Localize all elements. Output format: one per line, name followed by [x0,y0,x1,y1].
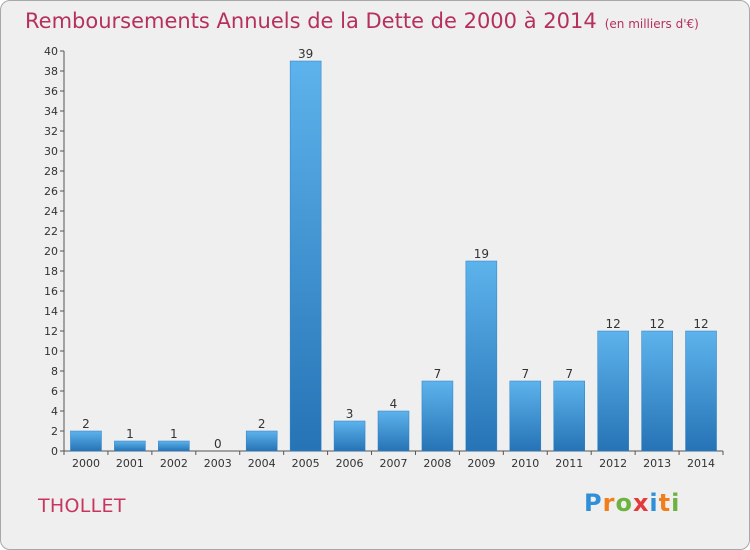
x-tick-label: 2005 [292,457,320,470]
bar-2004 [245,430,278,452]
logo-letter: x [632,489,650,517]
logo-letter: i [671,489,681,517]
y-tick-label: 12 [44,325,58,338]
y-tick-label: 20 [44,245,58,258]
logo-letter: r [602,489,616,517]
bar-2010 [509,380,542,452]
data-label-2005: 39 [298,47,313,61]
bar-2009 [465,260,498,452]
bar-2005 [289,60,322,452]
data-label-2003: 0 [214,437,222,451]
data-label-2014: 12 [693,317,708,331]
bar-2011 [553,380,585,452]
logo-letter: i [649,489,659,517]
y-tick-label: 14 [44,305,58,318]
y-tick-label: 36 [44,85,58,98]
data-label-2009: 19 [474,247,489,261]
x-tick-label: 2008 [423,457,451,470]
y-tick-label: 18 [44,265,58,278]
bar-2008 [421,380,454,452]
y-tick-label: 34 [44,105,58,118]
bar-2007 [377,410,410,452]
proxiti-logo: Proxiti [584,489,680,517]
y-tick-label: 26 [44,185,58,198]
y-tick-label: 4 [51,405,58,418]
bar-2001 [114,440,146,452]
y-tick-label: 32 [44,125,58,138]
bar-2012 [597,330,629,452]
x-tick-label: 2010 [511,457,539,470]
y-tick-label: 22 [44,225,58,238]
x-tick-label: 2009 [467,457,495,470]
y-tick-label: 16 [44,285,58,298]
data-label-2004: 2 [258,417,266,431]
logo-letter: P [584,489,603,517]
x-tick-label: 2004 [248,457,276,470]
x-tick-label: 2007 [380,457,408,470]
x-tick-label: 2000 [72,457,100,470]
y-tick-label: 2 [51,425,58,438]
logo-letter: t [658,489,672,517]
logo-letter: o [615,489,633,517]
chart-title-main: Remboursements Annuels de la Dette de 20… [25,9,597,33]
data-label-2006: 3 [346,407,354,421]
data-label-2007: 4 [390,397,398,411]
x-tick-label: 2003 [204,457,232,470]
data-label-2001: 1 [126,427,134,441]
x-tick-label: 2001 [116,457,144,470]
y-tick-label: 0 [51,445,58,458]
y-tick-label: 38 [44,65,58,78]
chart-unit: (en milliers d'€) [604,17,699,31]
y-tick-label: 8 [51,365,58,378]
data-label-2002: 1 [170,427,178,441]
commune-name: THOLLET [38,495,126,517]
y-tick-label: 30 [44,145,58,158]
x-tick-label: 2006 [336,457,364,470]
data-label-2013: 12 [649,317,664,331]
data-label-2010: 7 [521,367,529,381]
x-tick-label: 2014 [687,457,715,470]
bar-2014 [685,330,717,452]
y-tick-label: 28 [44,165,58,178]
bar-2013 [641,330,673,452]
data-label-2008: 7 [434,367,442,381]
data-labels: 2 1 1 0 2 39 3 4 7 19 7 7 12 12 12 [82,47,709,451]
chart-title: Remboursements Annuels de la Dette de 20… [25,9,699,33]
bar-2006 [333,420,366,452]
x-tick-label: 2013 [643,457,671,470]
data-label-2000: 2 [82,417,90,431]
x-tick-label: 2012 [599,457,627,470]
bar-2002 [158,440,190,452]
data-label-2011: 7 [565,367,573,381]
y-tick-label: 10 [44,345,58,358]
x-axis: 2000 2001 2002 2003 2004 2005 2006 2007 2008 2009… [63,450,724,470]
x-tick-label: 2002 [160,457,188,470]
bar-2000 [70,430,102,452]
bars [70,60,717,452]
y-tick-label: 40 [44,45,58,58]
x-tick-label: 2011 [555,457,583,470]
y-tick-label: 6 [51,385,58,398]
y-tick-label: 24 [44,205,58,218]
data-label-2012: 12 [606,317,621,331]
